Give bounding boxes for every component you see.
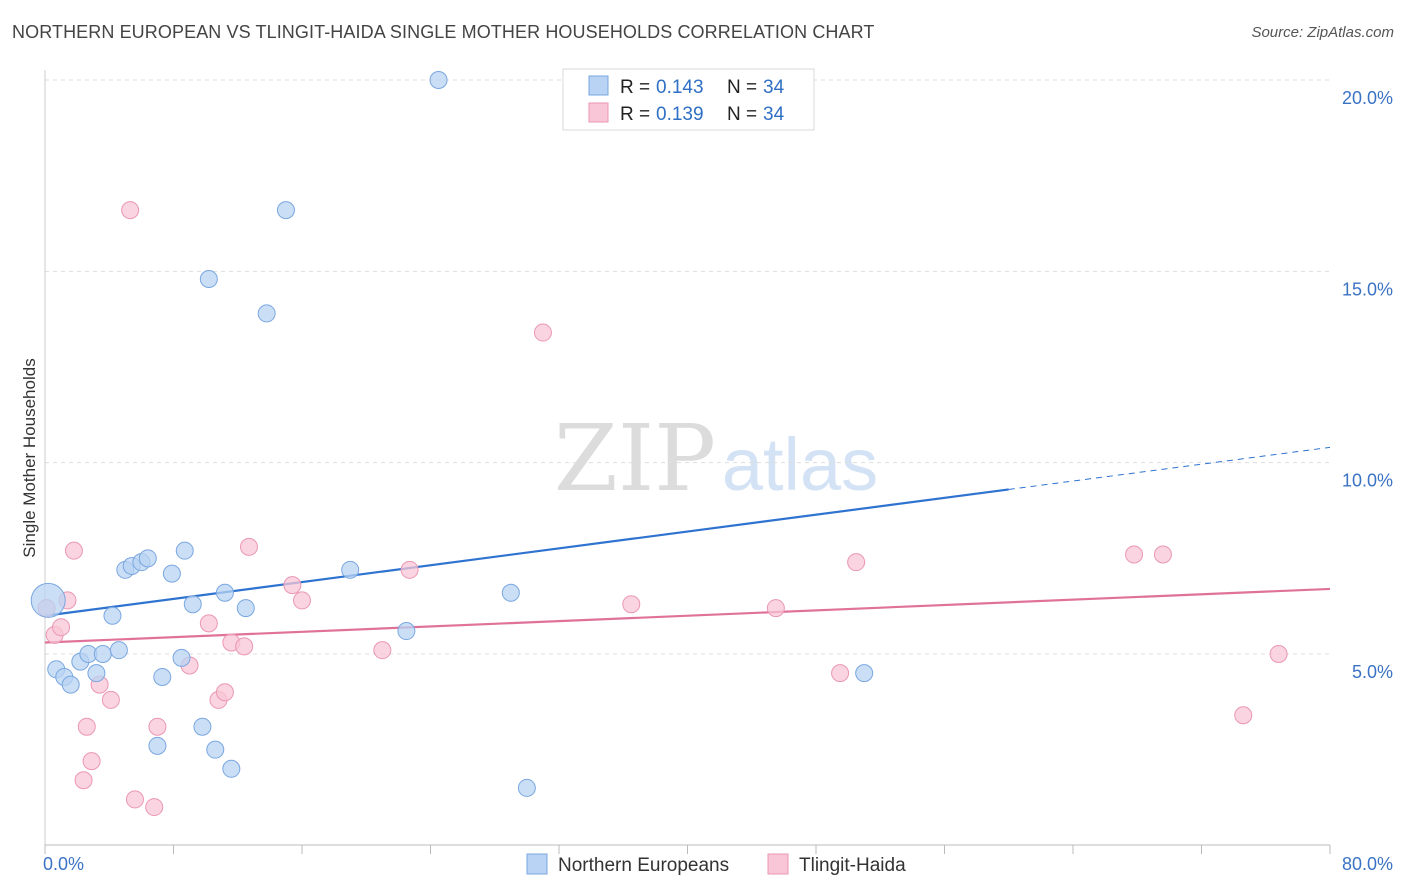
legend-swatch-blue bbox=[588, 75, 609, 96]
point-northern-europeans bbox=[236, 599, 255, 618]
bottom-legend-swatch-pink bbox=[767, 853, 789, 875]
legend-n-value-1: 34 bbox=[763, 77, 785, 98]
point-tlingit-haida bbox=[1125, 545, 1144, 564]
trend-line-tlingit-haida bbox=[44, 587, 1331, 644]
y-tick-label: 15.0% bbox=[1342, 279, 1393, 299]
point-tlingit-haida bbox=[82, 752, 101, 771]
y-axis-title: Single Mother Households bbox=[20, 358, 39, 557]
y-tick-label: 20.0% bbox=[1342, 88, 1393, 108]
point-tlingit-haida bbox=[400, 560, 419, 579]
point-tlingit-haida bbox=[293, 591, 311, 610]
data-points bbox=[30, 71, 1288, 817]
point-northern-europeans bbox=[397, 622, 416, 641]
trend-line-northern-europeans bbox=[44, 488, 1009, 617]
point-northern-europeans bbox=[183, 595, 202, 614]
y-tick-label: 5.0% bbox=[1352, 662, 1393, 682]
legend-r-value-1: 0.143 bbox=[656, 77, 704, 98]
point-tlingit-haida bbox=[101, 690, 120, 709]
trend-line-northern-europeans-extension bbox=[1008, 446, 1331, 490]
point-tlingit-haida bbox=[148, 717, 167, 736]
legend-n-label-1: N = bbox=[727, 77, 757, 98]
point-tlingit-haida bbox=[215, 683, 234, 702]
y-tick-labels: 5.0% 10.0% 15.0% 20.0% bbox=[1342, 88, 1393, 682]
point-northern-europeans bbox=[172, 648, 191, 667]
point-tlingit-haida bbox=[74, 771, 93, 790]
x-tick-label: 0.0% bbox=[43, 854, 84, 874]
point-northern-europeans bbox=[517, 778, 536, 797]
point-tlingit-haida bbox=[766, 599, 785, 618]
point-northern-europeans bbox=[276, 201, 295, 220]
source-label: Source: ZipAtlas.com bbox=[1251, 24, 1394, 41]
point-northern-europeans bbox=[222, 759, 241, 778]
point-northern-europeans bbox=[175, 541, 194, 560]
gridlines bbox=[45, 79, 1330, 655]
bottom-legend: Northern Europeans Tlingit-Haida bbox=[526, 853, 906, 876]
x-tick-label: 80.0% bbox=[1342, 854, 1393, 874]
point-tlingit-haida bbox=[1269, 645, 1288, 663]
point-northern-europeans bbox=[257, 304, 276, 323]
point-northern-europeans bbox=[215, 583, 234, 602]
point-tlingit-haida bbox=[199, 614, 218, 633]
legend-r-label-1: R = bbox=[620, 77, 650, 98]
point-tlingit-haida bbox=[121, 201, 140, 220]
point-tlingit-haida bbox=[1234, 706, 1253, 725]
point-northern-europeans bbox=[206, 740, 225, 759]
point-northern-europeans bbox=[103, 606, 122, 625]
legend: R = 0.143 N = 34 R = 0.139 N = 34 bbox=[562, 68, 815, 131]
point-tlingit-haida bbox=[283, 576, 302, 595]
point-tlingit-haida bbox=[373, 641, 392, 660]
point-tlingit-haida bbox=[52, 618, 71, 637]
point-northern-europeans bbox=[87, 664, 106, 683]
point-tlingit-haida bbox=[847, 553, 866, 572]
point-tlingit-haida bbox=[239, 537, 258, 556]
legend-swatch-pink bbox=[588, 102, 609, 123]
watermark: ZIP atlas bbox=[554, 405, 878, 512]
point-northern-europeans bbox=[501, 583, 520, 602]
watermark-atlas: atlas bbox=[722, 423, 878, 506]
point-northern-europeans bbox=[138, 549, 157, 568]
point-northern-europeans bbox=[153, 667, 172, 686]
bottom-legend-label-pink: Tlingit-Haida bbox=[799, 855, 906, 876]
point-northern-europeans bbox=[148, 736, 167, 755]
point-tlingit-haida bbox=[831, 664, 850, 683]
point-northern-europeans bbox=[93, 645, 112, 663]
point-tlingit-haida bbox=[1153, 545, 1172, 564]
point-tlingit-haida bbox=[622, 595, 641, 614]
point-northern-europeans bbox=[341, 560, 360, 579]
legend-r-value-2: 0.139 bbox=[656, 104, 704, 125]
watermark-zip: ZIP bbox=[554, 405, 716, 512]
legend-r-label-2: R = bbox=[620, 104, 650, 125]
point-northern-europeans bbox=[199, 269, 218, 288]
legend-n-label-2: N = bbox=[727, 104, 757, 125]
point-northern-europeans bbox=[61, 675, 80, 694]
trend-lines bbox=[44, 446, 1331, 644]
point-tlingit-haida bbox=[77, 717, 96, 736]
point-northern-europeans bbox=[429, 71, 448, 89]
point-tlingit-haida bbox=[145, 798, 164, 817]
point-northern-europeans bbox=[109, 641, 128, 660]
chart-title: NORTHERN EUROPEAN VS TLINGIT-HAIDA SINGL… bbox=[12, 22, 875, 42]
point-northern-europeans bbox=[30, 582, 66, 618]
point-tlingit-haida bbox=[533, 323, 552, 342]
axes bbox=[44, 70, 1331, 854]
bottom-legend-label-blue: Northern Europeans bbox=[558, 855, 729, 876]
bottom-legend-swatch-blue bbox=[526, 853, 548, 875]
point-tlingit-haida bbox=[64, 541, 83, 560]
x-tick-labels: 0.0% 80.0% bbox=[43, 854, 1393, 874]
y-tick-label: 10.0% bbox=[1342, 471, 1393, 491]
point-northern-europeans bbox=[193, 717, 212, 736]
point-tlingit-haida bbox=[125, 790, 144, 809]
point-northern-europeans bbox=[162, 564, 181, 583]
point-tlingit-haida bbox=[235, 637, 254, 656]
legend-n-value-2: 34 bbox=[763, 104, 785, 125]
point-northern-europeans bbox=[855, 664, 874, 683]
